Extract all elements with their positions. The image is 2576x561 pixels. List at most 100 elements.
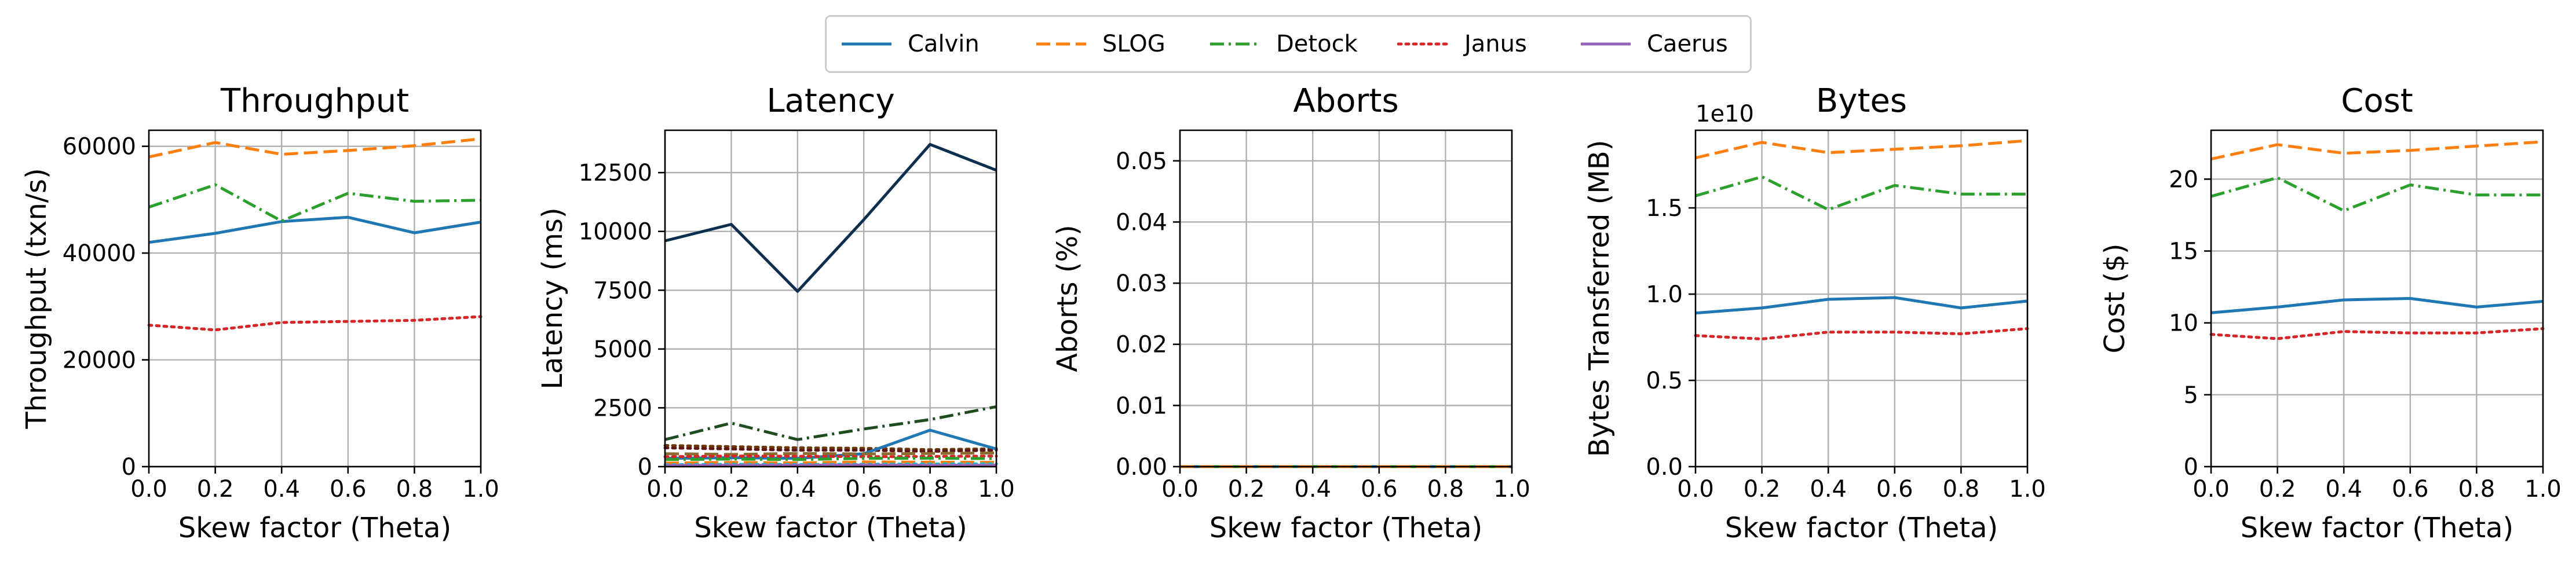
y-tick-label: 0.03 xyxy=(1116,270,1167,297)
legend-label: Caerus xyxy=(1647,31,1728,57)
series-group xyxy=(2209,140,2545,340)
series-line-detock xyxy=(1695,175,2027,211)
legend-item-calvin: Calvin xyxy=(841,17,980,71)
legend-label: SLOG xyxy=(1102,31,1165,57)
x-tick-label: 0.2 xyxy=(2259,476,2296,503)
chart-title: Throughput xyxy=(220,82,409,120)
x-tick-label: 1.0 xyxy=(2009,476,2046,503)
chart-title: Latency xyxy=(766,82,894,120)
x-axis-label: Skew factor (Theta) xyxy=(1725,512,1998,544)
x-tick-label: 0.6 xyxy=(1876,476,1913,503)
y-tick-label: 0.02 xyxy=(1116,332,1167,358)
series-line-janus xyxy=(1694,327,2029,340)
legend-swatch xyxy=(842,42,891,46)
y-tick-label: 2500 xyxy=(593,395,652,421)
series-line-calvin xyxy=(148,215,481,244)
series-group xyxy=(147,137,483,332)
legend-label: Janus xyxy=(1464,31,1527,57)
x-axis-label: Skew factor (Theta) xyxy=(694,512,967,544)
x-tick-label: 0.0 xyxy=(2193,476,2230,503)
y-offset-label: 1e10 xyxy=(1696,101,1754,127)
series-group xyxy=(1694,139,2029,340)
series-line-detock xyxy=(148,183,481,223)
x-tick-label: 0.0 xyxy=(646,476,684,503)
y-tick-label: 1.0 xyxy=(1646,281,1683,308)
x-axis-label: Skew factor (Theta) xyxy=(178,512,451,544)
series-line-slog xyxy=(2210,140,2544,161)
y-tick-label: 0.0 xyxy=(1646,454,1683,481)
x-tick-label: 0.8 xyxy=(2458,476,2495,503)
series-line-9 xyxy=(664,460,997,465)
x-tick-label: 1.0 xyxy=(1493,476,1530,503)
y-tick-label: 5000 xyxy=(593,336,652,363)
legend-label: Calvin xyxy=(908,31,980,57)
chart-cost: 0.0 0.2 0.4 0.6 0.8 1.0 0 5 10 15 20 Cost Skew facto… xyxy=(2099,82,2562,544)
y-tick-label: 5 xyxy=(2184,382,2198,409)
y-tick-label: 20 xyxy=(2169,166,2198,193)
y-tick-label: 0.05 xyxy=(1116,148,1167,175)
series-line-3 xyxy=(663,443,998,452)
chart-title: Aborts xyxy=(1293,82,1398,120)
chart-title: Cost xyxy=(2341,82,2413,120)
plot-frame xyxy=(2210,129,2544,468)
legend-swatch xyxy=(1210,42,1260,46)
x-axis-label: Skew factor (Theta) xyxy=(1210,512,1482,544)
y-tick-label: 0 xyxy=(2184,454,2198,481)
legend-item-caerus: Caerus xyxy=(1580,17,1728,71)
x-tick-label: 0.4 xyxy=(779,476,816,503)
y-tick-label: 10000 xyxy=(579,219,652,245)
series-line-2 xyxy=(664,405,997,441)
chart-throughput: 0.0 0.2 0.4 0.6 0.8 1.0 0 20000 40000 60000 Throug… xyxy=(20,82,499,544)
x-tick-label: 0.0 xyxy=(1161,476,1199,503)
series-line-calvin xyxy=(1695,296,2028,315)
legend-item-detock: Detock xyxy=(1209,17,1358,71)
y-tick-label: 12500 xyxy=(579,160,652,186)
plot-frame xyxy=(1179,129,1513,468)
x-tick-label: 0.6 xyxy=(330,476,367,503)
x-tick-label: 0.6 xyxy=(845,476,882,503)
y-tick-label: 0.00 xyxy=(1116,454,1167,481)
grid xyxy=(1179,130,1513,468)
y-axis-label: Aborts (%) xyxy=(1051,225,1084,372)
series-line-slog xyxy=(148,137,481,159)
series-line-6 xyxy=(664,451,997,456)
x-tick-label: 0.4 xyxy=(1810,476,1847,503)
legend-swatch xyxy=(1036,42,1086,46)
chart-bytes: 0.0 0.2 0.4 0.6 0.8 1.0 0.0 0.5 1.0 1.5 Bytes Skew … xyxy=(1583,82,2046,544)
y-axis-label: Latency (ms) xyxy=(536,207,569,389)
x-tick-label: 0.4 xyxy=(263,476,300,503)
series-line-detock xyxy=(2210,176,2543,212)
x-tick-label: 0.2 xyxy=(713,476,750,503)
y-tick-label: 15 xyxy=(2169,239,2198,265)
y-axis-label: Bytes Transferred (MB) xyxy=(1583,140,1616,457)
y-tick-label: 0.04 xyxy=(1116,209,1167,236)
x-axis-label: Skew factor (Theta) xyxy=(2241,512,2513,544)
legend-item-janus: Janus xyxy=(1397,17,1527,71)
y-tick-label: 0.5 xyxy=(1646,368,1683,394)
y-axis-label: Throughput (txn/s) xyxy=(20,168,53,429)
y-tick-label: 40000 xyxy=(63,240,136,267)
series-line-1 xyxy=(664,142,997,293)
x-tick-label: 0.6 xyxy=(2392,476,2429,503)
y-tick-label: 0.01 xyxy=(1116,393,1167,419)
x-tick-label: 0.4 xyxy=(1294,476,1331,503)
grid xyxy=(148,130,482,468)
y-tick-label: 0 xyxy=(638,454,652,481)
series-line-slog xyxy=(1695,139,2028,160)
plot-frame xyxy=(664,129,997,468)
x-tick-label: 0.2 xyxy=(197,476,234,503)
y-tick-label: 10 xyxy=(2169,310,2198,337)
legend-swatch xyxy=(1397,42,1449,46)
x-tick-label: 1.0 xyxy=(978,476,1015,503)
plot-frame xyxy=(1694,129,2029,468)
x-tick-label: 0.6 xyxy=(1361,476,1398,503)
series-group xyxy=(663,142,998,467)
chart-title: Bytes xyxy=(1816,82,1907,120)
series-line-7 xyxy=(663,454,998,459)
y-tick-label: 0 xyxy=(122,454,136,481)
y-tick-label: 7500 xyxy=(593,277,652,304)
series-line-4 xyxy=(663,446,998,453)
series-line-8 xyxy=(664,456,997,461)
x-tick-label: 0.8 xyxy=(912,476,949,503)
